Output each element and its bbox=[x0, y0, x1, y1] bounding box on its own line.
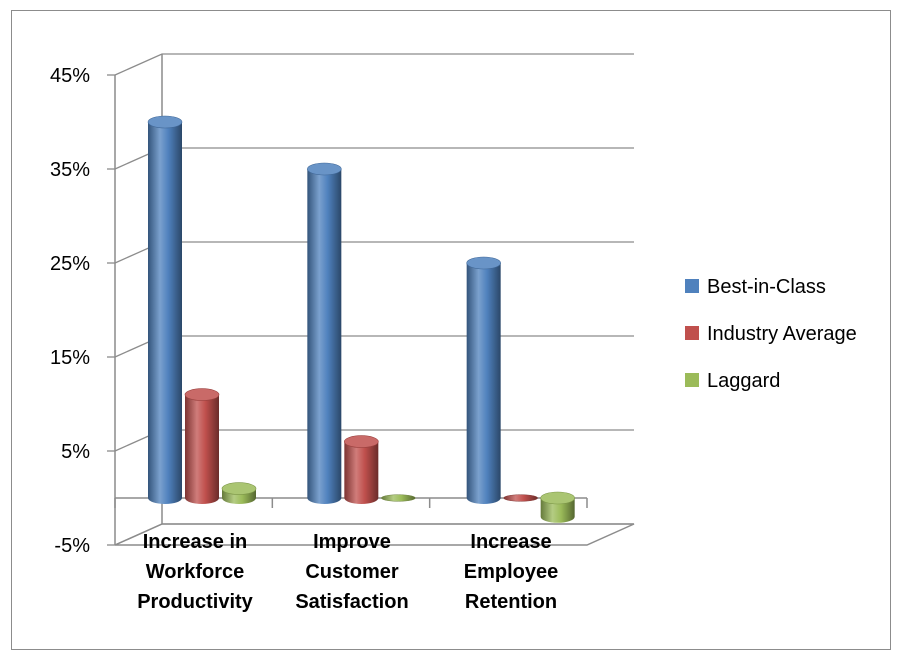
y-tick-label: 25% bbox=[50, 253, 90, 275]
x-category-line: Retention bbox=[465, 591, 557, 613]
bar-laggard-3 bbox=[540, 491, 575, 523]
bar-best-in-class-3 bbox=[466, 256, 501, 504]
legend-swatch bbox=[685, 326, 699, 340]
gridline bbox=[114, 241, 634, 264]
x-axis-categories: Increase in Workforce Productivity Improve C… bbox=[137, 531, 558, 613]
legend-swatch bbox=[685, 279, 699, 293]
chart-frame bbox=[11, 10, 891, 650]
y-tick-label: -5% bbox=[54, 535, 90, 557]
legend-item: Best-in-Class bbox=[685, 276, 826, 298]
x-category-line: Productivity bbox=[137, 591, 253, 613]
bar-best-in-class-1 bbox=[147, 115, 183, 504]
x-category-line: Increase bbox=[470, 531, 551, 553]
gridline bbox=[114, 53, 634, 76]
y-tick-label: 35% bbox=[50, 159, 90, 181]
gridline bbox=[114, 147, 634, 170]
legend-label: Industry Average bbox=[707, 323, 857, 345]
bar-cap bbox=[147, 115, 183, 129]
x-category-label: Increase Employee Retention bbox=[464, 531, 558, 613]
bar-laggard-1 bbox=[221, 482, 257, 504]
bar-body bbox=[540, 498, 575, 523]
bar-body bbox=[344, 441, 379, 504]
x-category-line: Customer bbox=[305, 561, 399, 583]
y-tick-label: 45% bbox=[50, 65, 90, 87]
x-category-line: Increase in bbox=[143, 531, 248, 553]
legend-item: Industry Average bbox=[685, 323, 857, 345]
gridline bbox=[114, 523, 634, 546]
y-tick-label: 15% bbox=[50, 347, 90, 369]
x-category-line: Satisfaction bbox=[295, 591, 408, 613]
legend-item: Laggard bbox=[685, 370, 780, 392]
x-category-label: Improve Customer Satisfaction bbox=[295, 531, 408, 613]
x-category-line: Workforce bbox=[146, 561, 245, 583]
bar-body bbox=[148, 122, 182, 504]
y-axis-ticks: 45% 35% 25% 15% 5% -5% bbox=[50, 65, 115, 557]
bar-disk bbox=[503, 494, 538, 502]
legend-label: Best-in-Class bbox=[707, 276, 826, 298]
gridline bbox=[114, 335, 634, 358]
bar-industry-average-3 bbox=[503, 494, 538, 502]
bar-best-in-class-2 bbox=[307, 162, 342, 504]
bar-body bbox=[466, 263, 501, 504]
bar-cap bbox=[221, 482, 257, 495]
legend-swatch bbox=[685, 373, 699, 387]
bar-disk bbox=[381, 494, 416, 502]
legend: Best-in-Class Industry Average Laggard bbox=[685, 276, 857, 392]
bar-cap bbox=[184, 388, 220, 401]
bar-cap bbox=[344, 435, 379, 448]
bar-body bbox=[307, 169, 342, 504]
bar-industry-average-1 bbox=[184, 388, 220, 504]
bars bbox=[147, 115, 575, 523]
bar-cap bbox=[307, 162, 342, 176]
x-category-line: Employee bbox=[464, 561, 558, 583]
bar-industry-average-2 bbox=[344, 435, 379, 504]
bar-body bbox=[185, 394, 219, 504]
bar-cap bbox=[466, 256, 501, 270]
y-tick-label: 5% bbox=[61, 441, 90, 463]
x-category-label: Increase in Workforce Productivity bbox=[137, 531, 253, 613]
legend-label: Laggard bbox=[707, 370, 780, 392]
bar-laggard-2 bbox=[381, 494, 416, 502]
bar-cap bbox=[540, 491, 575, 505]
x-category-line: Improve bbox=[313, 531, 391, 553]
